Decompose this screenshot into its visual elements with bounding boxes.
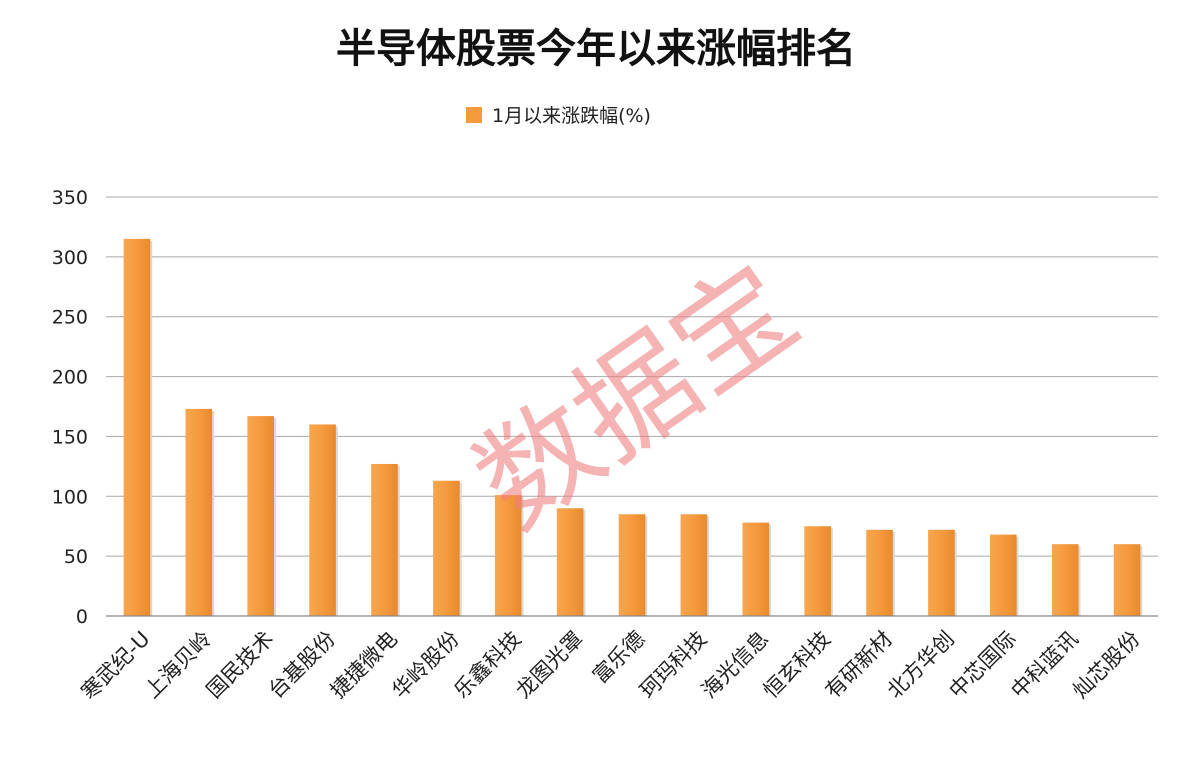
bar bbox=[123, 238, 151, 616]
bar bbox=[1113, 544, 1141, 616]
y-tick-label: 50 bbox=[64, 546, 88, 568]
x-tick-label: 海光信息 bbox=[697, 627, 773, 703]
chart-title: 半导体股票今年以来涨幅排名 bbox=[336, 26, 856, 72]
x-tick-label: 捷捷微电 bbox=[326, 627, 402, 703]
bar bbox=[866, 529, 893, 616]
grid bbox=[106, 196, 1158, 557]
bar bbox=[247, 416, 275, 616]
x-tick-label: 国民技术 bbox=[202, 627, 278, 703]
bar bbox=[742, 522, 770, 616]
y-tick-label: 350 bbox=[52, 187, 88, 209]
x-tick-label: 灿芯股份 bbox=[1068, 627, 1144, 703]
y-tick-label: 250 bbox=[52, 307, 88, 329]
legend: 1月以来涨跌幅(%) bbox=[466, 105, 651, 127]
x-tick-label: 龙图光罩 bbox=[511, 627, 587, 703]
bar bbox=[618, 514, 646, 616]
x-tick-label: 恒玄科技 bbox=[759, 627, 835, 703]
bar bbox=[433, 480, 460, 616]
bar bbox=[185, 408, 213, 616]
bar bbox=[1051, 544, 1079, 616]
bar bbox=[494, 495, 522, 616]
bar bbox=[556, 508, 584, 616]
legend-swatch bbox=[466, 107, 482, 123]
y-axis: 0 50 100 150 200 250 300 350 bbox=[52, 187, 88, 628]
x-tick-label: 富乐德 bbox=[588, 627, 650, 689]
x-tick-label: 北方华创 bbox=[883, 627, 959, 703]
x-tick-label: 寒武纪-U bbox=[77, 627, 155, 705]
x-tick-label: 珂玛科技 bbox=[635, 627, 711, 703]
bar bbox=[804, 526, 831, 616]
y-tick-label: 0 bbox=[76, 606, 88, 628]
x-tick-label: 华岭股份 bbox=[388, 627, 464, 703]
x-tick-label: 上海贝岭 bbox=[140, 627, 216, 703]
watermark: 数据宝 bbox=[452, 238, 821, 554]
legend-label: 1月以来涨跌幅(%) bbox=[492, 105, 651, 127]
x-tick-label: 台基股份 bbox=[264, 627, 340, 703]
x-tick-label: 有研新材 bbox=[821, 627, 897, 703]
x-tick-label: 中科蓝讯 bbox=[1006, 627, 1082, 703]
bar bbox=[928, 529, 955, 616]
bars bbox=[123, 238, 1143, 616]
y-tick-label: 150 bbox=[52, 426, 88, 448]
y-tick-label: 200 bbox=[52, 367, 88, 389]
bar bbox=[371, 463, 398, 616]
bar bbox=[989, 534, 1017, 616]
bar bbox=[309, 424, 336, 616]
x-tick-label: 乐鑫科技 bbox=[449, 627, 525, 703]
y-tick-label: 100 bbox=[52, 486, 88, 508]
x-tick-label: 中芯国际 bbox=[944, 627, 1020, 703]
y-tick-label: 300 bbox=[52, 247, 88, 269]
bar bbox=[680, 514, 708, 616]
